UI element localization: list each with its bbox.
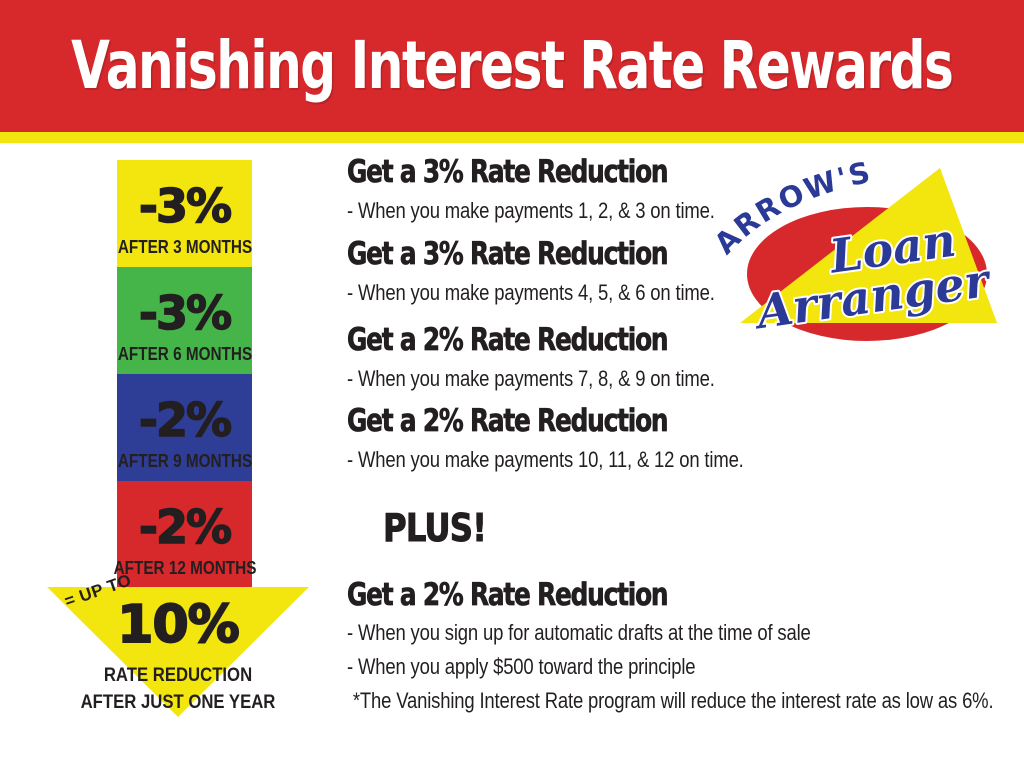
step-label: AFTER 3 MONTHS <box>117 237 252 257</box>
offer-payments-1-3: Get a 3% Rate Reduction - When you make … <box>347 154 785 223</box>
bonus-footnote: *The Vanishing Interest Rate program wil… <box>352 688 994 713</box>
logo-sail-triangle-icon <box>740 168 997 323</box>
down-arrow-shape <box>47 587 309 717</box>
bonus-heading: Get a 2% Rate Reduction <box>347 577 669 613</box>
offer-heading: Get a 3% Rate Reduction <box>347 154 669 190</box>
ladder-step-9-months: -2% AFTER 9 MONTHS <box>117 374 252 481</box>
offer-payments-10-12: Get a 2% Rate Reduction - When you make … <box>347 403 819 472</box>
logo-graphic: ARROW'S Loan Arranger <box>706 153 998 342</box>
step-label: AFTER 12 MONTHS <box>113 558 256 578</box>
ladder-step-3-months: -3% AFTER 3 MONTHS <box>117 160 252 267</box>
bonus-offer: Get a 2% Rate Reduction - When you sign … <box>347 577 1024 713</box>
ladder-step-12-months: -2% AFTER 12 MONTHS <box>113 481 256 588</box>
down-arrow-icon <box>47 587 309 717</box>
step-rate: -2% <box>138 393 233 447</box>
offer-heading: Get a 3% Rate Reduction <box>347 236 669 272</box>
offer-payments-7-9: Get a 2% Rate Reduction - When you make … <box>347 322 785 391</box>
bonus-detail: - When you sign up for automatic drafts … <box>347 620 811 645</box>
offer-heading: Get a 2% Rate Reduction <box>347 403 669 439</box>
ladder-step-6-months: -3% AFTER 6 MONTHS <box>117 267 252 374</box>
rate-reduction-label: RATE REDUCTION <box>103 665 253 686</box>
offer-detail: - When you make payments 10, 11, & 12 on… <box>347 447 744 472</box>
offer-detail: - When you make payments 7, 8, & 9 on ti… <box>347 366 715 391</box>
step-rate: -2% <box>138 500 233 554</box>
offer-detail: - When you make payments 1, 2, & 3 on ti… <box>347 198 715 223</box>
step-label: AFTER 9 MONTHS <box>117 451 252 471</box>
step-rate: -3% <box>138 179 233 233</box>
offer-heading: Get a 2% Rate Reduction <box>347 322 669 358</box>
after-one-year-label: AFTER JUST ONE YEAR <box>80 692 276 713</box>
loan-arranger-logo: ARROW'S Loan Arranger <box>705 150 1015 360</box>
rate-ladder: -3% AFTER 3 MONTHS -3% AFTER 6 MONTHS -2… <box>113 160 256 588</box>
step-rate: -3% <box>138 286 233 340</box>
page-title: Vanishing Interest Rate Rewards <box>71 27 954 104</box>
offer-detail: - When you make payments 4, 5, & 6 on ti… <box>347 280 715 305</box>
plus-label: PLUS! <box>383 506 488 550</box>
header-banner: Vanishing Interest Rate Rewards <box>0 0 1024 132</box>
accent-stripe <box>0 132 1024 143</box>
step-label: AFTER 6 MONTHS <box>117 344 252 364</box>
total-rate: 10% <box>116 595 240 655</box>
bonus-detail: - When you apply $500 toward the princip… <box>347 654 696 679</box>
offer-payments-4-6: Get a 3% Rate Reduction - When you make … <box>347 236 785 305</box>
logo-script-loan: Loan <box>825 213 960 284</box>
